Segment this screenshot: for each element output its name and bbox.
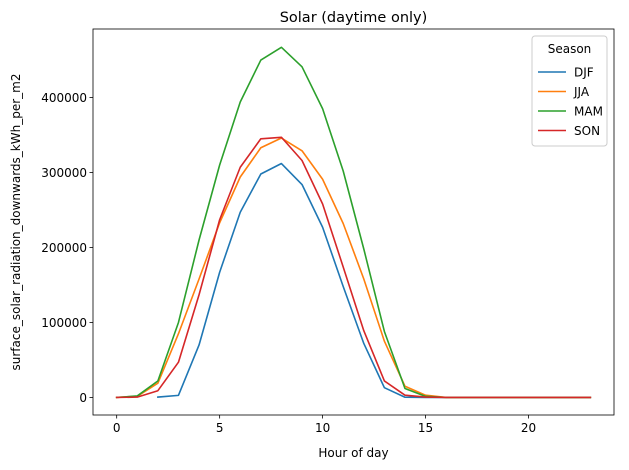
chart-title: Solar (daytime only): [280, 10, 428, 26]
legend-label-jja: JJA: [573, 85, 590, 99]
y-tick-label: 0: [79, 391, 87, 405]
legend-label-djf: DJF: [574, 65, 594, 79]
legend-title: Season: [548, 42, 592, 56]
series-layer: [115, 46, 592, 399]
axes-frame: [92, 28, 615, 416]
x-tick-label: 5: [216, 421, 224, 435]
x-axis-label: Hour of day: [318, 446, 388, 460]
y-axis-ticks: 0 100000 200000 300000 400000: [41, 91, 93, 405]
x-axis-ticks: 0 5 10 15 20: [113, 415, 536, 435]
legend-label-son: SON: [574, 124, 600, 138]
y-tick-label: 100000: [41, 316, 87, 330]
y-tick-label: 200000: [41, 241, 87, 255]
plot-area: [92, 28, 615, 416]
plot-background: [93, 29, 614, 415]
series-line-son: [115, 136, 592, 399]
y-axis-label: surface_solar_radiation_downwards_kWh_pe…: [9, 74, 23, 371]
y-tick-label: 400000: [41, 91, 87, 105]
x-tick-label: 10: [315, 421, 330, 435]
legend: Season DJF JJA MAM SON: [531, 35, 608, 147]
legend-box: [531, 35, 608, 147]
x-tick-label: 20: [521, 421, 536, 435]
legend-label-mam: MAM: [574, 104, 603, 118]
legend-entries: DJF JJA MAM SON: [538, 65, 603, 138]
y-tick-label: 300000: [41, 166, 87, 180]
x-tick-label: 0: [113, 421, 121, 435]
x-tick-label: 15: [418, 421, 433, 435]
